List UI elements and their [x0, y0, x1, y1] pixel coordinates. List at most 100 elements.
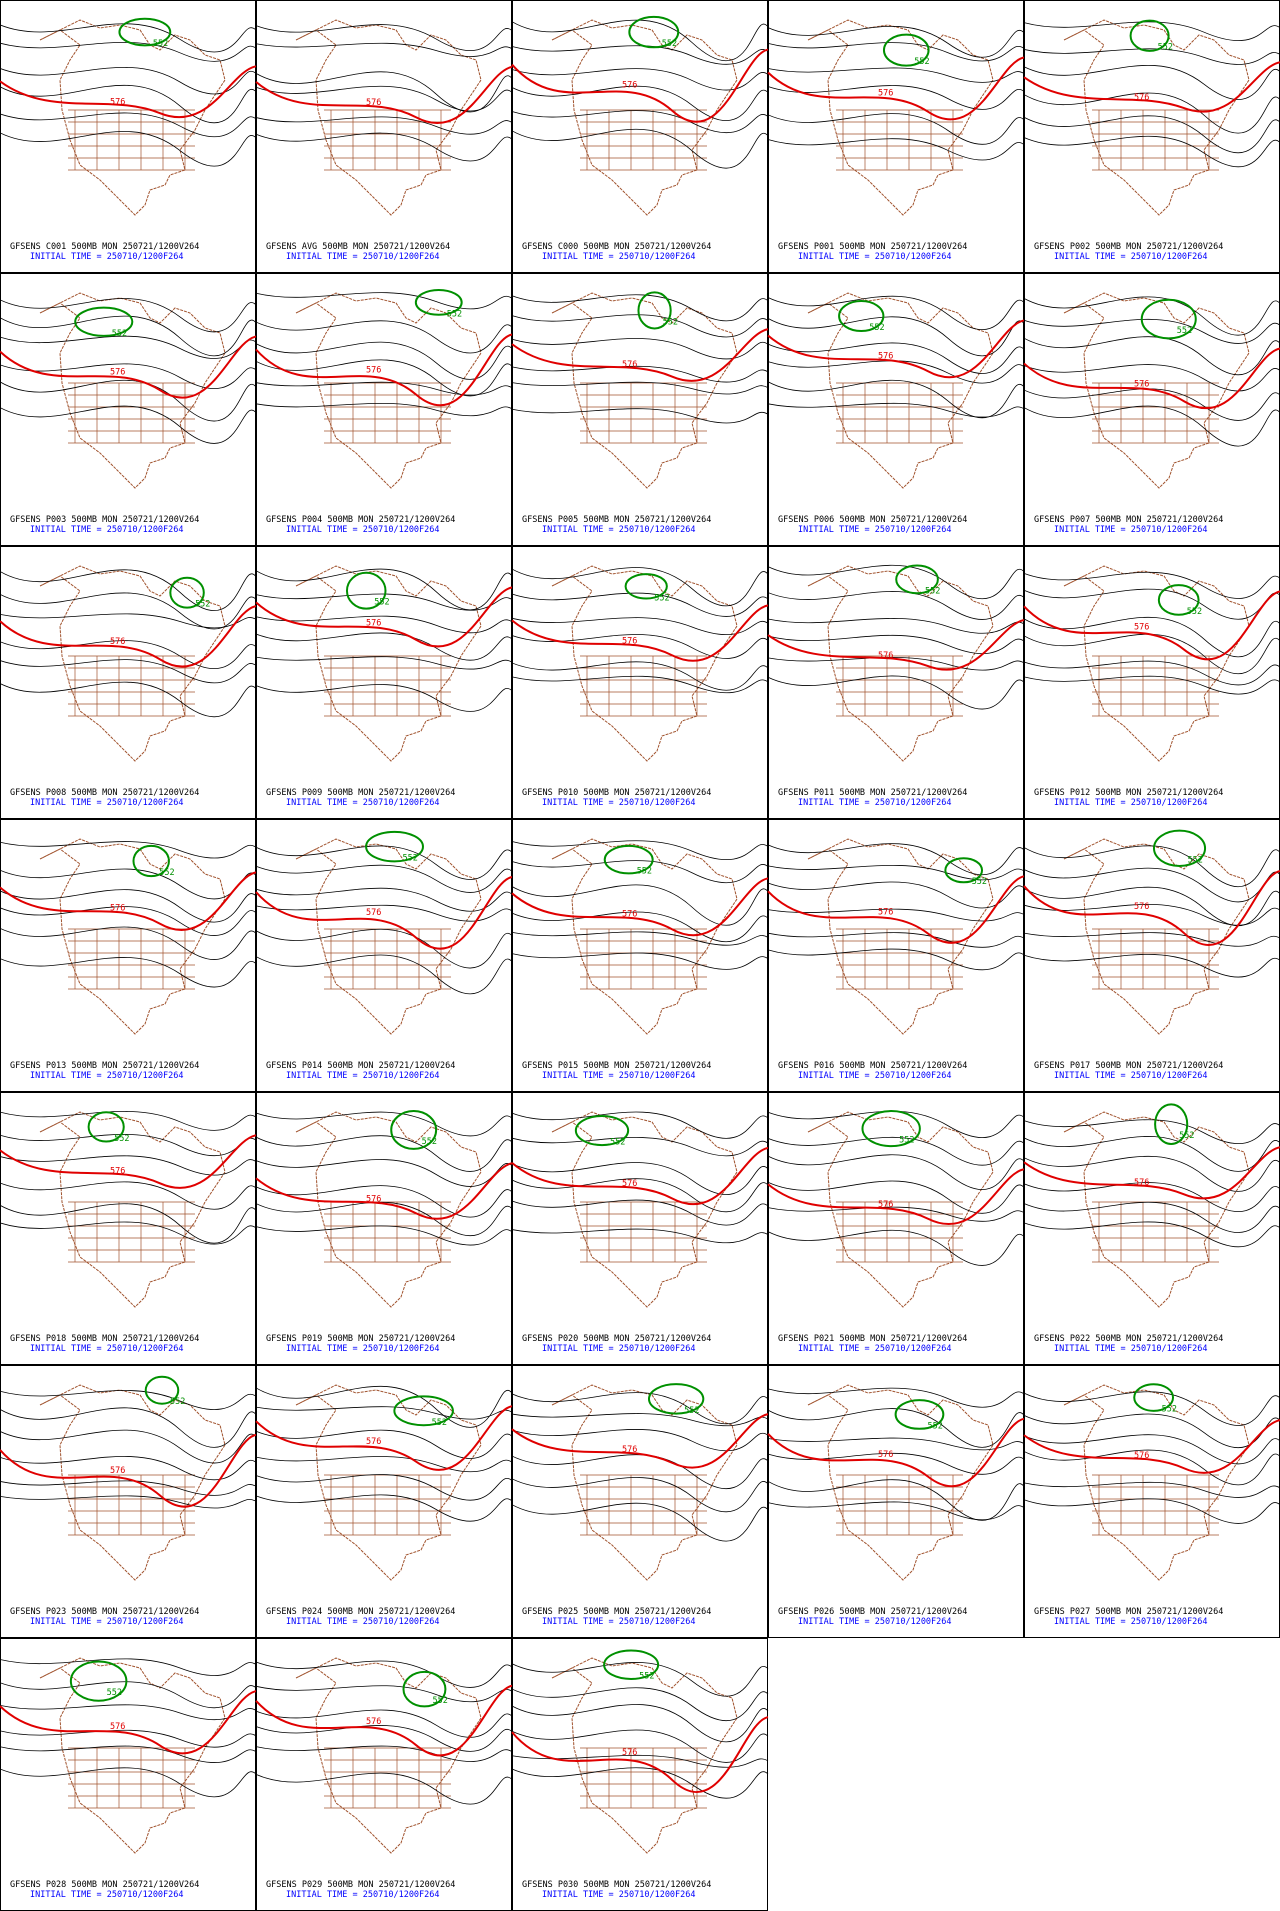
height-contour [767, 881, 1025, 909]
panel-border [256, 819, 512, 1092]
contour-label: 552 [637, 867, 652, 877]
panel-title: GFSENS P022 500MB MON 250721/1200V264 [1034, 1334, 1223, 1344]
contour-label: 576 [1134, 93, 1149, 103]
panel-title: GFSENS C001 500MB MON 250721/1200V264 [10, 242, 199, 252]
coastline [295, 292, 482, 489]
height-contour [255, 887, 513, 912]
panel-border [512, 1365, 768, 1638]
contour-label: 576 [110, 1466, 125, 1476]
panel-border [1024, 546, 1280, 819]
map-panel: 576 552 GFSENS P021 500MB MON 250721/1200V… [767, 1092, 1025, 1365]
height-contour [0, 1429, 257, 1464]
height-contour [0, 1495, 257, 1509]
contour-label: 576 [1134, 622, 1149, 632]
height-contour [767, 1387, 1025, 1408]
coastline [39, 838, 226, 1035]
height-contour [511, 1754, 769, 1768]
height-contour [767, 316, 1025, 357]
contour-552 [118, 17, 172, 47]
contour-label: 576 [622, 1179, 637, 1189]
height-contour [255, 85, 513, 112]
panel-border [512, 546, 768, 819]
panel-title: GFSENS C000 500MB MON 250721/1200V264 [522, 242, 711, 252]
height-contour [767, 26, 1025, 58]
height-contour [255, 116, 513, 135]
initial-time: INITIAL TIME = 250710/1200F264 [798, 798, 952, 808]
contour-552 [144, 1375, 180, 1405]
height-contour [0, 1681, 257, 1709]
initial-time: INITIAL TIME = 250710/1200F264 [1054, 1617, 1208, 1627]
contour-552 [414, 288, 463, 316]
contour-552 [1157, 584, 1200, 616]
coastline [551, 292, 738, 489]
height-contour [255, 845, 513, 880]
height-contour [767, 113, 1025, 145]
height-contour [1023, 115, 1280, 154]
contour-552 [637, 291, 672, 330]
panel-border [1024, 1365, 1280, 1638]
contour-576 [1023, 1419, 1280, 1474]
contour-label: 576 [110, 367, 125, 377]
contour-552 [1140, 298, 1197, 340]
contour-label: 576 [110, 97, 125, 107]
contour-label: 576 [366, 365, 381, 375]
height-contour [0, 889, 257, 923]
height-contour [0, 569, 257, 611]
contour-label: 552 [899, 1136, 914, 1146]
contour-label: 576 [622, 81, 637, 91]
height-contour [767, 618, 1025, 634]
height-contour [511, 314, 769, 338]
initial-time: INITIAL TIME = 250710/1200F264 [286, 1344, 440, 1354]
height-contour [0, 1729, 257, 1748]
contour-552 [882, 33, 930, 67]
map-panel: 576 552 GFSENS P029 500MB MON 250721/1200V… [255, 1638, 513, 1911]
panel-title: GFSENS P011 500MB MON 250721/1200V264 [778, 788, 967, 798]
panel-title: GFSENS P020 500MB MON 250721/1200V264 [522, 1334, 711, 1344]
height-contour [0, 1407, 257, 1448]
panel-title: GFSENS P007 500MB MON 250721/1200V264 [1034, 515, 1223, 525]
map-panel: 576 552 GFSENS P016 500MB MON 250721/1200V… [767, 819, 1025, 1092]
contour-label: 552 [114, 1134, 129, 1144]
height-contour [0, 1221, 257, 1245]
height-contour [255, 864, 513, 893]
height-contour [0, 131, 257, 167]
height-contour [767, 864, 1025, 881]
contour-label: 576 [1134, 1451, 1149, 1461]
height-contour [1023, 364, 1280, 392]
height-contour [511, 1178, 769, 1213]
height-contour [255, 1159, 513, 1187]
initial-time: INITIAL TIME = 250710/1200F264 [30, 798, 184, 808]
contour-label: 552 [639, 1672, 654, 1682]
initial-time: INITIAL TIME = 250710/1200F264 [30, 252, 184, 262]
map-panel: 576 552 GFSENS P026 500MB MON 250721/1200V… [767, 1365, 1025, 1638]
coastline [551, 565, 738, 762]
contour-label: 576 [110, 637, 125, 647]
contour-576 [511, 877, 769, 937]
height-contour [255, 1685, 513, 1703]
contour-label: 552 [914, 57, 929, 67]
contour-576 [255, 1162, 513, 1220]
contour-label: 552 [869, 323, 884, 333]
panel-title: GFSENS P012 500MB MON 250721/1200V264 [1034, 788, 1223, 798]
height-contour [0, 1767, 257, 1798]
panel-border [512, 1092, 768, 1365]
initial-time: INITIAL TIME = 250710/1200F264 [30, 1617, 184, 1627]
map-panel: 576 552 GFSENS P017 500MB MON 250721/1200V… [1023, 819, 1280, 1092]
contour-576 [0, 335, 257, 399]
height-contour [767, 295, 1025, 330]
map-panel: 576 552 GFSENS P019 500MB MON 250721/1200V… [255, 1092, 513, 1365]
height-contour [0, 659, 257, 684]
coastline [1063, 19, 1250, 216]
contour-label: 552 [925, 586, 940, 596]
height-contour [511, 1502, 769, 1542]
height-contour [511, 85, 769, 121]
initial-time: INITIAL TIME = 250710/1200F264 [30, 1071, 184, 1081]
contour-label: 576 [622, 1445, 637, 1455]
height-contour [1023, 1391, 1280, 1426]
panel-border [0, 819, 256, 1092]
coastline [39, 1111, 226, 1308]
panel-border [256, 546, 512, 819]
height-contour [1023, 845, 1280, 887]
height-contour [255, 632, 513, 661]
